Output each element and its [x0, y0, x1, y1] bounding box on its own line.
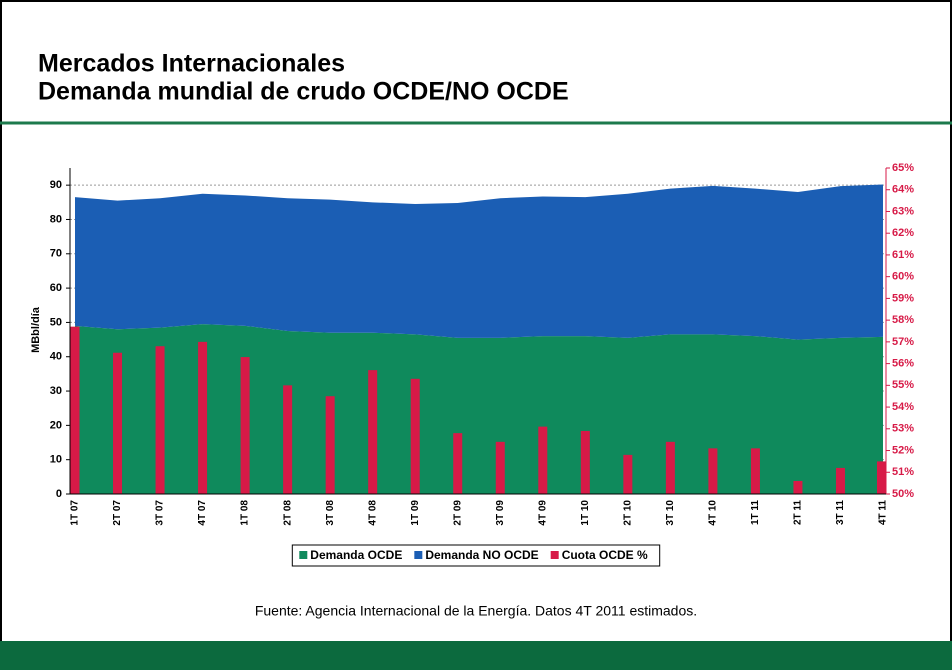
bar [665, 441, 675, 494]
x-tick-label: 4T 07 [197, 500, 208, 526]
bar [708, 448, 718, 494]
x-tick-label: 1T 09 [410, 500, 421, 526]
bar [240, 357, 250, 494]
x-tick-label: 1T 11 [750, 500, 761, 525]
legend-label: Cuota OCDE % [562, 548, 648, 562]
y2-tick-label: 61% [892, 249, 914, 261]
y2-tick-label: 58% [892, 314, 914, 326]
bar [623, 454, 633, 494]
area [75, 324, 883, 494]
source-note: Fuente: Agencia Internacional de la Ener… [255, 603, 697, 619]
x-tick-label: 4T 08 [367, 500, 378, 526]
legend-label: Demanda NO OCDE [425, 548, 538, 562]
slide-subtitle: Demanda mundial de crudo OCDE/NO OCDE [38, 78, 569, 106]
bar [113, 352, 123, 494]
bar [325, 396, 335, 494]
legend: Demanda OCDE Demanda NO OCDE Cuota OCDE % [291, 544, 661, 567]
x-tick-label: 2T 07 [112, 500, 123, 526]
bar [750, 448, 760, 494]
x-tick-label: 1T 07 [70, 500, 81, 526]
bar [793, 480, 803, 494]
slide-title: Mercados Internacionales [38, 50, 345, 78]
y-tick-label: 30 [50, 385, 62, 397]
x-tick-label: 3T 07 [155, 500, 166, 526]
x-tick-label: 4T 10 [708, 500, 719, 526]
y-tick-label: 80 [50, 213, 62, 225]
x-tick-label: 2T 08 [282, 500, 293, 526]
x-tick-label: 3T 09 [495, 500, 506, 526]
y2-tick-label: 64% [892, 184, 914, 196]
legend-swatch [299, 551, 308, 559]
x-tick-label: 4T 09 [537, 500, 548, 526]
bar [538, 426, 548, 494]
y2-tick-label: 57% [892, 336, 914, 348]
y-tick-label: 0 [56, 488, 62, 500]
y2-tick-label: 52% [892, 444, 914, 456]
bar [495, 441, 505, 494]
x-tick-label: 3T 11 [835, 500, 846, 525]
y2-tick-label: 60% [892, 271, 914, 283]
y2-tick-label: 56% [892, 358, 914, 370]
y2-tick-label: 54% [892, 401, 914, 413]
y-tick-label: 70 [50, 248, 62, 260]
bar [155, 346, 165, 494]
bar [580, 430, 590, 494]
area [75, 184, 883, 340]
bar [835, 467, 845, 494]
y-tick-label: 90 [50, 179, 62, 191]
y2-tick-label: 62% [892, 227, 914, 239]
bar [877, 461, 886, 494]
x-tick-label: 3T 08 [325, 500, 336, 526]
legend-label: Demanda OCDE [310, 548, 402, 562]
y-tick-label: 60 [50, 282, 62, 294]
x-tick-label: 4T 11 [878, 500, 889, 525]
x-tick-label: 3T 10 [665, 500, 676, 526]
y-tick-label: 50 [50, 316, 62, 328]
y2-tick-label: 59% [892, 292, 914, 304]
bar [453, 433, 463, 494]
x-tick-label: 1T 08 [240, 500, 251, 526]
x-tick-label: 2T 09 [452, 500, 463, 526]
footer-band [0, 641, 952, 670]
y2-tick-label: 55% [892, 379, 914, 391]
y2-tick-label: 65% [892, 162, 914, 174]
y2-tick-label: 63% [892, 205, 914, 217]
y-axis-label: MBbl/día [30, 306, 42, 353]
x-tick-label: 2T 10 [622, 500, 633, 526]
x-tick-label: 1T 10 [580, 500, 591, 526]
bar [283, 385, 293, 494]
bar [70, 326, 80, 494]
bar [368, 370, 378, 494]
y-tick-label: 10 [50, 454, 62, 466]
y2-tick-label: 53% [892, 423, 914, 435]
bar [198, 341, 208, 494]
y-tick-label: 40 [50, 351, 62, 363]
x-tick-label: 2T 11 [793, 500, 804, 525]
legend-swatch [414, 551, 423, 559]
legend-box [291, 544, 661, 567]
bar [410, 378, 420, 494]
y2-tick-label: 50% [892, 488, 914, 500]
y-tick-label: 20 [50, 419, 62, 431]
y2-tick-label: 51% [892, 466, 914, 478]
legend-swatch [550, 551, 559, 559]
